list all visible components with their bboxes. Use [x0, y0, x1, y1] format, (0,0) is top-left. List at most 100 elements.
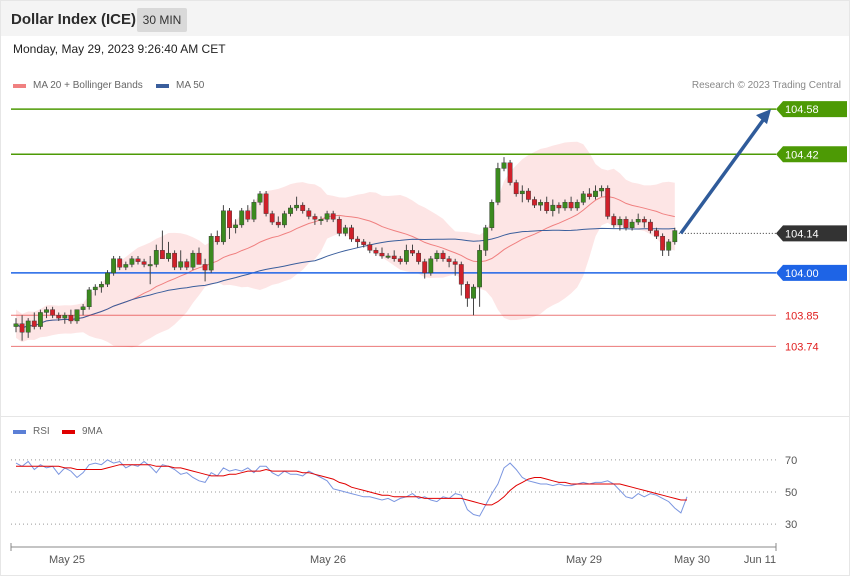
candle-body	[38, 312, 43, 327]
candle-body	[410, 250, 415, 254]
candle-body	[562, 202, 568, 209]
candle-body	[574, 202, 580, 209]
candle-body	[391, 255, 397, 259]
candle-body	[269, 213, 275, 223]
candle-body	[526, 190, 531, 200]
candle-body	[367, 244, 373, 251]
candle-body	[489, 202, 495, 228]
rsi-series-9ma	[16, 464, 687, 506]
candle-body	[507, 162, 513, 183]
candle-body	[349, 227, 354, 240]
candle-body	[611, 216, 617, 226]
legend-swatch-9ma	[62, 429, 75, 434]
rsi-tick-70: 70	[785, 455, 797, 467]
x-tick-label: May 29	[566, 554, 602, 566]
candle-body	[623, 219, 629, 228]
candle-body	[568, 202, 574, 209]
candle-body	[220, 210, 226, 243]
legend-ma50: MA 50	[156, 80, 204, 91]
candle-body	[641, 219, 647, 223]
level-last-2-tag	[776, 225, 847, 242]
timeframe-badge[interactable]: 30 MIN	[137, 8, 187, 32]
legend-swatch-ma20	[13, 83, 26, 88]
level-pivot-3-tag	[776, 264, 847, 281]
instrument-title: Dollar Index (ICE)	[11, 11, 137, 28]
candle-body	[416, 252, 421, 262]
rsi-tick-30: 30	[785, 519, 797, 531]
candle-body	[361, 241, 367, 245]
candle-body	[159, 250, 165, 259]
candle-body	[422, 261, 428, 274]
candle-body	[336, 219, 342, 234]
candle-body	[306, 210, 312, 217]
candle-body	[178, 261, 184, 268]
legend-label-ma20: MA 20 + Bollinger Bands	[33, 80, 143, 91]
candle-body	[440, 252, 446, 259]
candle-body	[593, 190, 598, 197]
ma50-line	[15, 227, 675, 329]
candle-body	[556, 204, 562, 209]
candle-body	[208, 236, 214, 271]
target-arrow-shaft	[679, 115, 768, 235]
level-support-5-label: 103.74	[785, 341, 819, 353]
candle-body	[129, 258, 135, 265]
x-tick-label: May 26	[310, 554, 346, 566]
candle-body	[629, 221, 635, 228]
panel-separator	[1, 416, 849, 417]
candle-body	[434, 252, 440, 259]
candle-body	[92, 286, 98, 291]
candle-body	[532, 199, 537, 206]
legend-swatch-rsi	[13, 429, 26, 434]
candle-body	[300, 204, 306, 211]
candle-body	[227, 210, 232, 228]
target-arrow-head	[756, 109, 771, 125]
candle-body	[385, 255, 391, 258]
credit-text: Research © 2023 Trading Central	[691, 80, 841, 91]
candle-body	[635, 219, 641, 223]
candle-body	[13, 323, 19, 327]
candle-body	[105, 272, 110, 285]
candle-body	[587, 193, 592, 197]
candle-body	[544, 202, 550, 211]
rsi-series-rsi	[15, 459, 688, 517]
timestamp: Monday, May 29, 2023 9:26:40 AM CET	[13, 42, 226, 56]
candle-body	[550, 204, 556, 211]
candle-body	[397, 258, 403, 262]
chart-header: Dollar Index (ICE) 30 MIN	[1, 1, 849, 36]
candle-body	[245, 210, 251, 220]
candle-body	[31, 320, 37, 327]
x-tick-label: Jun 11	[744, 554, 776, 566]
candle-body	[62, 315, 68, 319]
candle-body	[196, 252, 202, 265]
candle-body	[68, 315, 74, 322]
candle-body	[117, 258, 123, 268]
candle-body	[239, 210, 245, 226]
candle-body	[379, 252, 385, 257]
candle-body	[519, 190, 525, 195]
candle-body	[483, 227, 489, 251]
candle-body	[233, 224, 238, 228]
candle-body	[580, 193, 586, 203]
legend-label-rsi: RSI	[33, 426, 50, 437]
candle-body	[184, 261, 190, 268]
level-resistance-1-label: 104.42	[785, 149, 819, 161]
candle-body	[471, 286, 476, 299]
candle-body	[330, 213, 336, 220]
level-resistance-1-tag	[776, 146, 847, 163]
candle-body	[86, 289, 92, 308]
candle-body	[135, 258, 141, 262]
candle-body	[465, 284, 470, 299]
candle-body	[153, 250, 159, 265]
legend-ma20: MA 20 + Bollinger Bands	[13, 80, 143, 91]
candle-body	[98, 284, 104, 288]
candle-body	[605, 187, 611, 217]
candle-body	[294, 204, 299, 209]
candle-body	[141, 261, 147, 265]
candle-body	[654, 230, 659, 237]
candle-body	[404, 250, 409, 262]
candle-body	[172, 252, 177, 268]
candle-body	[373, 250, 379, 254]
level-support-4-label: 103.85	[785, 310, 819, 322]
candle-body	[257, 193, 263, 203]
